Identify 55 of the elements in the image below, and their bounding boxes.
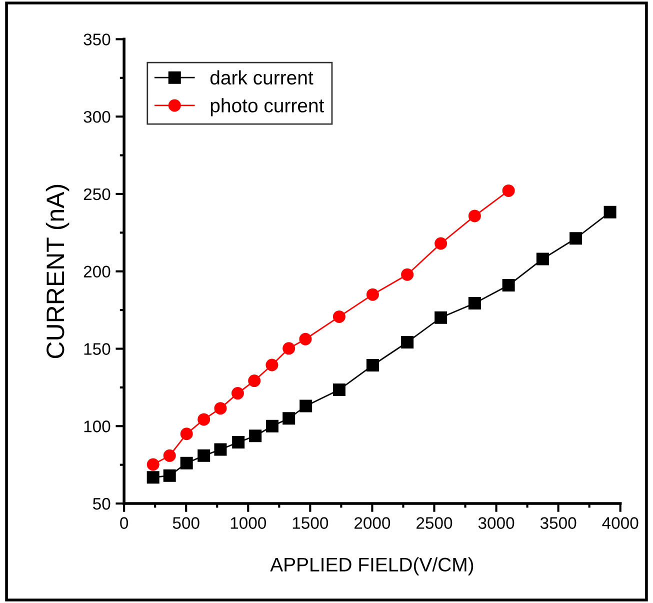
point — [332, 384, 346, 396]
point — [366, 288, 379, 301]
point — [198, 449, 210, 462]
point — [434, 311, 448, 324]
x-tick-label: 1000 — [230, 517, 266, 529]
point — [180, 456, 193, 470]
point — [434, 237, 448, 250]
y-axis-title: CURRENT (nA) — [46, 184, 70, 358]
point — [604, 206, 616, 218]
legend-label: photo current — [210, 98, 324, 116]
y-tick-label: 350 — [84, 34, 110, 46]
point — [570, 232, 582, 245]
point — [468, 296, 481, 310]
point — [249, 430, 262, 442]
x-tick-label: 500 — [172, 517, 200, 529]
point — [266, 420, 278, 432]
point — [401, 336, 414, 348]
point — [468, 210, 481, 222]
point — [300, 400, 312, 412]
point — [180, 428, 193, 440]
point — [332, 310, 346, 323]
x-tick-label: 4000 — [602, 517, 638, 529]
point — [232, 436, 245, 448]
x-tick-label: 1500 — [292, 517, 328, 529]
point — [401, 268, 414, 281]
x-tick-label: 2500 — [416, 517, 452, 529]
point — [163, 449, 176, 462]
point — [146, 471, 160, 484]
point — [231, 387, 244, 400]
point — [366, 359, 379, 372]
point — [146, 458, 160, 471]
y-tick-label: 100 — [84, 420, 110, 432]
point — [248, 374, 261, 388]
point — [282, 412, 296, 425]
y-tick-label: 300 — [84, 110, 110, 123]
point — [198, 413, 210, 426]
x-axis-title: APPLIED FIELD(V/CM) — [270, 557, 474, 576]
y-tick-label: 200 — [84, 266, 110, 278]
y-tick-label: 150 — [84, 343, 110, 355]
point — [502, 184, 515, 197]
point — [163, 469, 176, 482]
point — [502, 279, 515, 292]
point — [299, 332, 312, 346]
point — [536, 252, 549, 266]
x-tick-label: 3000 — [478, 517, 514, 529]
y-tick-label: 250 — [84, 188, 110, 200]
y-tick-label: 50 — [93, 498, 110, 510]
point — [266, 358, 278, 372]
x-tick-label: 2000 — [354, 517, 390, 529]
x-tick-label: 0 — [120, 517, 128, 529]
point — [214, 402, 227, 415]
point — [282, 342, 296, 355]
point — [214, 443, 227, 456]
legend-label: dark current — [210, 70, 314, 85]
x-tick-label: 3500 — [540, 517, 576, 529]
